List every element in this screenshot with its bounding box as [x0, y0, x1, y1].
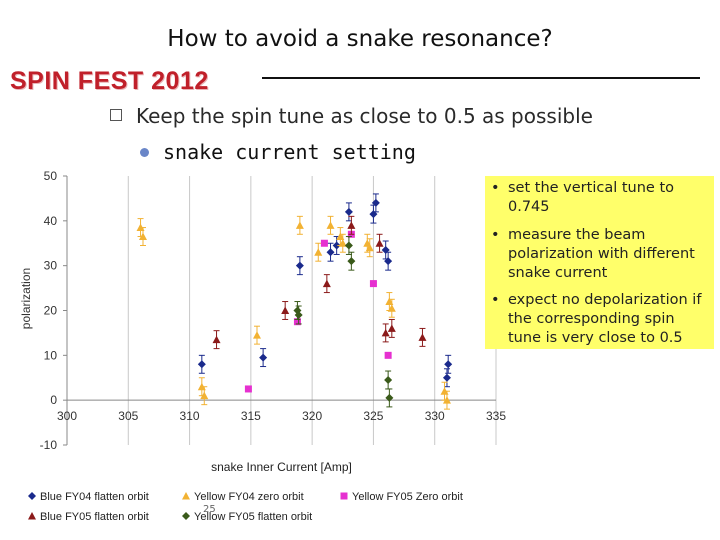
x-tick-label: 330: [425, 409, 445, 423]
data-point-series-2: [442, 396, 451, 404]
data-point-series-1: [371, 198, 380, 207]
y-axis-label: polarization: [19, 268, 33, 329]
data-point-series-2: [314, 248, 323, 256]
x-tick-label: 305: [118, 409, 138, 423]
note-text-2: measure the beam polarization with diffe…: [508, 227, 695, 281]
data-point-series-2: [138, 232, 147, 241]
note-bullet: •: [491, 180, 500, 196]
data-point-series-1: [344, 207, 353, 216]
data-point-series-3: [369, 280, 377, 288]
data-point-series-4: [381, 328, 390, 337]
square-bullet-icon: [110, 109, 122, 121]
data-point-series-1: [384, 257, 393, 266]
y-tick-label: 20: [44, 304, 58, 318]
data-point-series-2: [365, 243, 374, 252]
y-tick-label: 30: [44, 259, 58, 273]
data-point-series-4: [418, 333, 427, 341]
legend-marker: [340, 492, 348, 500]
note-text-1: set the vertical tune to 0.745: [508, 180, 674, 215]
x-tick-label: 300: [57, 409, 77, 423]
note-item-3: • expect no depolarization if the corres…: [491, 291, 709, 348]
x-axis-label: snake Inner Current [Amp]: [211, 460, 352, 474]
data-point-series-3: [320, 239, 328, 247]
data-point-series-5: [344, 241, 353, 250]
legend-label: Yellow FY04 zero orbit: [194, 491, 304, 503]
data-point-series-1: [326, 248, 335, 257]
note-item-1: • set the vertical tune to 0.745: [491, 179, 709, 217]
y-tick-label: 50: [44, 169, 58, 183]
data-point-series-2: [200, 391, 209, 400]
x-tick-label: 325: [363, 409, 383, 423]
data-point-series-5: [294, 310, 303, 319]
data-point-series-4: [281, 306, 290, 314]
data-point-series-2: [295, 221, 304, 229]
legend-label: Yellow FY05 flatten orbit: [194, 511, 312, 523]
x-tick-label: 335: [486, 409, 506, 423]
data-point-series-1: [332, 241, 341, 250]
data-point-series-2: [252, 331, 261, 339]
page-number: 25: [203, 504, 216, 515]
y-tick-label: 10: [44, 348, 58, 362]
legend-marker: [28, 492, 36, 500]
note-bullet: •: [491, 292, 500, 308]
data-point-series-1: [381, 245, 390, 254]
data-point-series-1: [442, 373, 451, 382]
x-tick-label: 315: [241, 409, 261, 423]
data-point-series-3: [244, 385, 252, 393]
bullet-sub-text: snake current setting: [163, 140, 416, 164]
data-point-series-2: [338, 239, 347, 247]
legend-marker: [28, 512, 36, 520]
data-point-series-3: [384, 351, 392, 359]
polarization-chart: -10 0 10 20 30 40 50 300 305 310 315 320 325 330 335 po…: [19, 169, 506, 523]
data-point-series-2: [387, 304, 396, 312]
bullet-main: Keep the spin tune as close to 0.5 as po…: [110, 104, 593, 128]
data-point-series-4: [322, 279, 331, 288]
data-point-series-4: [387, 324, 396, 332]
header-rule: [262, 77, 700, 79]
data-point-series-5: [385, 393, 394, 402]
legend-label: Blue FY04 flatten orbit: [40, 491, 149, 503]
data-point-series-1: [295, 261, 304, 270]
y-tick-label: 0: [50, 393, 57, 407]
dot-bullet-icon: [140, 148, 149, 157]
legend-marker: [182, 512, 190, 520]
legend-marker: [182, 492, 190, 500]
notes-box: • set the vertical tune to 0.745 • measu…: [485, 176, 714, 349]
legend-label: Blue FY05 flatten orbit: [40, 511, 149, 523]
data-point-series-4: [212, 335, 221, 344]
data-point-series-1: [259, 353, 268, 362]
data-point-series-4: [347, 221, 356, 229]
spin-fest-logo: SPIN FEST 2012: [10, 67, 209, 95]
data-point-series-1: [197, 360, 206, 369]
x-tick-label: 310: [180, 409, 200, 423]
data-point-series-5: [384, 375, 393, 384]
note-text-3: expect no depolarization if the correspo…: [508, 292, 702, 346]
bullet-sub: snake current setting: [140, 140, 416, 164]
y-tick-label: 40: [44, 214, 58, 228]
note-bullet: •: [491, 227, 500, 243]
bullet-main-text: Keep the spin tune as close to 0.5 as po…: [136, 104, 593, 128]
data-point-series-4: [375, 239, 384, 247]
data-point-series-1: [444, 360, 453, 369]
y-tick-label: -10: [40, 438, 58, 452]
slide-title: How to avoid a snake resonance?: [167, 26, 553, 52]
note-item-2: • measure the beam polarization with dif…: [491, 226, 709, 283]
data-point-series-5: [347, 257, 356, 266]
legend-label: Yellow FY05 Zero orbit: [352, 491, 463, 503]
data-point-series-3: [293, 318, 301, 326]
data-point-series-2: [326, 221, 335, 229]
x-tick-label: 320: [302, 409, 322, 423]
